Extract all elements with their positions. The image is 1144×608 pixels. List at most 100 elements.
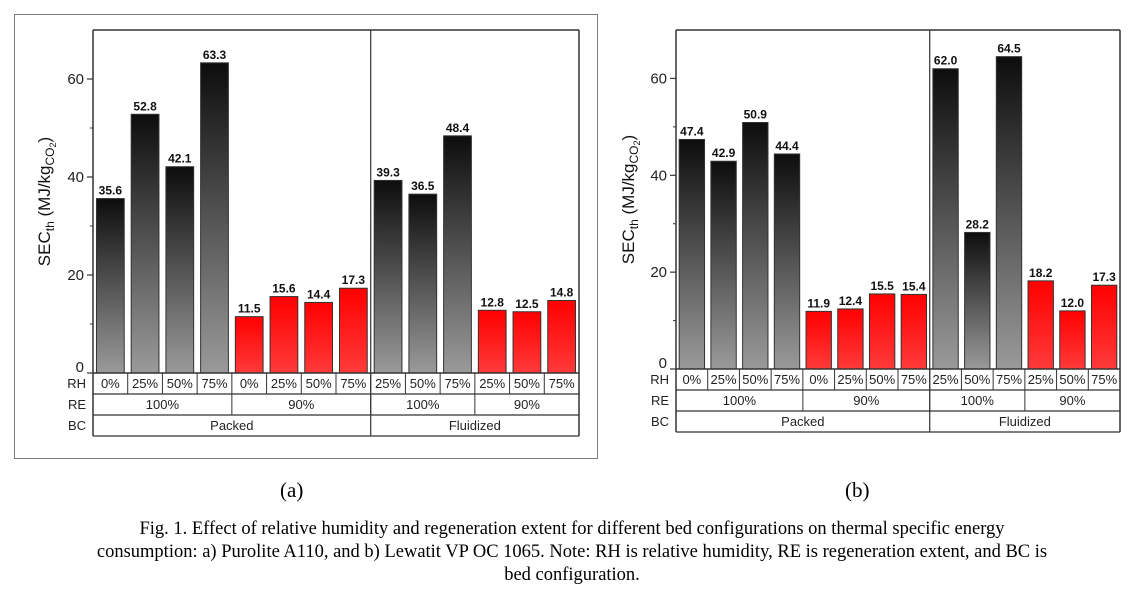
bc-group-label: Fluidized bbox=[999, 414, 1051, 429]
bar bbox=[678, 138, 706, 370]
bar bbox=[995, 56, 1023, 370]
bar-value-label: 11.9 bbox=[807, 296, 830, 310]
bar bbox=[900, 293, 928, 370]
row-label-re: RE bbox=[68, 397, 86, 412]
rh-category-label: 0% bbox=[682, 372, 701, 387]
rh-category-label: 0% bbox=[101, 376, 120, 391]
bar-value-label: 12.8 bbox=[481, 295, 505, 309]
bar bbox=[95, 198, 125, 374]
bar bbox=[932, 68, 959, 370]
bar-value-label: 35.6 bbox=[99, 184, 123, 198]
re-group-label: 90% bbox=[514, 397, 540, 412]
rh-category-label: 25% bbox=[132, 376, 158, 391]
bar-value-label: 14.4 bbox=[307, 287, 331, 301]
bar bbox=[165, 166, 195, 374]
bar-value-label: 17.3 bbox=[1092, 270, 1116, 284]
rh-category-label: 0% bbox=[240, 376, 259, 391]
rh-category-label: 75% bbox=[444, 376, 470, 391]
bar bbox=[1059, 310, 1086, 370]
bar-value-label: 18.2 bbox=[1029, 266, 1053, 280]
rh-category-label: 50% bbox=[167, 376, 193, 391]
bar-value-label: 48.4 bbox=[446, 121, 470, 135]
bar-value-label: 44.4 bbox=[775, 139, 799, 153]
bar-value-label: 15.4 bbox=[902, 279, 926, 293]
rh-category-label: 50% bbox=[514, 376, 540, 391]
bar bbox=[710, 160, 737, 370]
rh-category-label: 50% bbox=[964, 372, 990, 387]
re-group-label: 100% bbox=[961, 393, 995, 408]
bar-value-label: 52.8 bbox=[133, 99, 157, 113]
bar bbox=[512, 311, 542, 374]
rh-category-label: 0% bbox=[809, 372, 828, 387]
y-tick-label: 60 bbox=[67, 71, 84, 88]
rh-category-label: 50% bbox=[306, 376, 332, 391]
y-tick-label: 40 bbox=[67, 169, 84, 186]
bar bbox=[477, 309, 507, 374]
bar-value-label: 63.3 bbox=[203, 48, 227, 62]
panel-a-frame bbox=[14, 14, 598, 459]
y-axis-label: SECth (MJ/kgCO2) bbox=[619, 135, 642, 264]
bar-value-label: 42.1 bbox=[168, 152, 192, 166]
bc-group-label: Packed bbox=[781, 414, 824, 429]
row-label-bc: BC bbox=[651, 414, 669, 429]
y-tick-label: 60 bbox=[650, 70, 667, 87]
bar-value-label: 47.4 bbox=[680, 124, 704, 138]
bar bbox=[964, 231, 991, 370]
bc-group-label: Fluidized bbox=[449, 418, 501, 433]
chart-panel-a: 35.6 52.8 42.1 63.3 11.5 15.6 14.4 17.3 39.3 36.5… bbox=[35, 29, 580, 437]
row-label-re: RE bbox=[651, 393, 669, 408]
caption-line-3: bed configuration. bbox=[504, 565, 640, 585]
bar-value-label: 12.5 bbox=[515, 297, 539, 311]
bar bbox=[868, 293, 896, 370]
rh-category-label: 25% bbox=[479, 376, 505, 391]
bar bbox=[1027, 280, 1054, 370]
bar-value-label: 12.0 bbox=[1061, 296, 1085, 310]
rh-category-label: 50% bbox=[742, 372, 768, 387]
rh-category-label: 50% bbox=[869, 372, 895, 387]
y-tick-label: 20 bbox=[650, 264, 667, 281]
y-tick-label: 40 bbox=[650, 167, 667, 184]
panel-label-a: (a) bbox=[280, 478, 304, 502]
rh-category-label: 50% bbox=[1059, 372, 1085, 387]
bar bbox=[547, 299, 577, 374]
bar bbox=[338, 287, 368, 374]
caption-line-2: consumption: a) Purolite A110, and b) Le… bbox=[96, 542, 1048, 562]
bar-value-label: 42.9 bbox=[712, 146, 736, 160]
bar-value-label: 28.2 bbox=[966, 217, 990, 231]
bar bbox=[805, 310, 832, 370]
y-tick-label: 20 bbox=[67, 267, 84, 284]
bar bbox=[200, 62, 229, 374]
bar bbox=[269, 296, 299, 374]
panel-label-b: (b) bbox=[845, 478, 870, 502]
re-group-label: 90% bbox=[853, 393, 879, 408]
y-tick-label: 0 bbox=[76, 359, 84, 376]
bar-value-label: 14.8 bbox=[550, 285, 574, 299]
caption-line-1: Fig. 1. Effect of relative humidity and … bbox=[139, 519, 1005, 539]
bar bbox=[837, 308, 864, 370]
re-group-label: 100% bbox=[406, 397, 440, 412]
figure-caption: Fig. 1. Effect of relative humidity and … bbox=[0, 518, 1144, 587]
bar bbox=[1090, 284, 1118, 370]
rh-category-label: 25% bbox=[271, 376, 297, 391]
rh-category-label: 75% bbox=[340, 376, 366, 391]
bar-value-label: 36.5 bbox=[411, 179, 435, 193]
rh-category-label: 75% bbox=[1091, 372, 1117, 387]
rh-category-label: 25% bbox=[933, 372, 959, 387]
bar-value-label: 62.0 bbox=[934, 54, 958, 68]
figure-charts: 35.6 52.8 42.1 63.3 11.5 15.6 14.4 17.3 39.3 36.5… bbox=[35, 29, 1121, 437]
rh-category-label: 25% bbox=[837, 372, 863, 387]
y-tick-label: 0 bbox=[659, 355, 667, 372]
rh-category-label: 50% bbox=[410, 376, 436, 391]
rh-category-label: 75% bbox=[901, 372, 927, 387]
bar-value-label: 12.4 bbox=[839, 294, 863, 308]
bar-value-label: 15.6 bbox=[272, 282, 296, 296]
y-axis-label: SECth (MJ/kgCO2) bbox=[35, 137, 58, 266]
bc-group-label: Packed bbox=[210, 418, 253, 433]
bar-value-label: 64.5 bbox=[997, 42, 1021, 56]
bar-value-label: 11.5 bbox=[238, 302, 261, 316]
row-label-rh: RH bbox=[650, 372, 669, 387]
re-group-label: 100% bbox=[146, 397, 180, 412]
bar bbox=[304, 301, 334, 374]
bar bbox=[443, 135, 472, 374]
row-label-bc: BC bbox=[68, 418, 86, 433]
